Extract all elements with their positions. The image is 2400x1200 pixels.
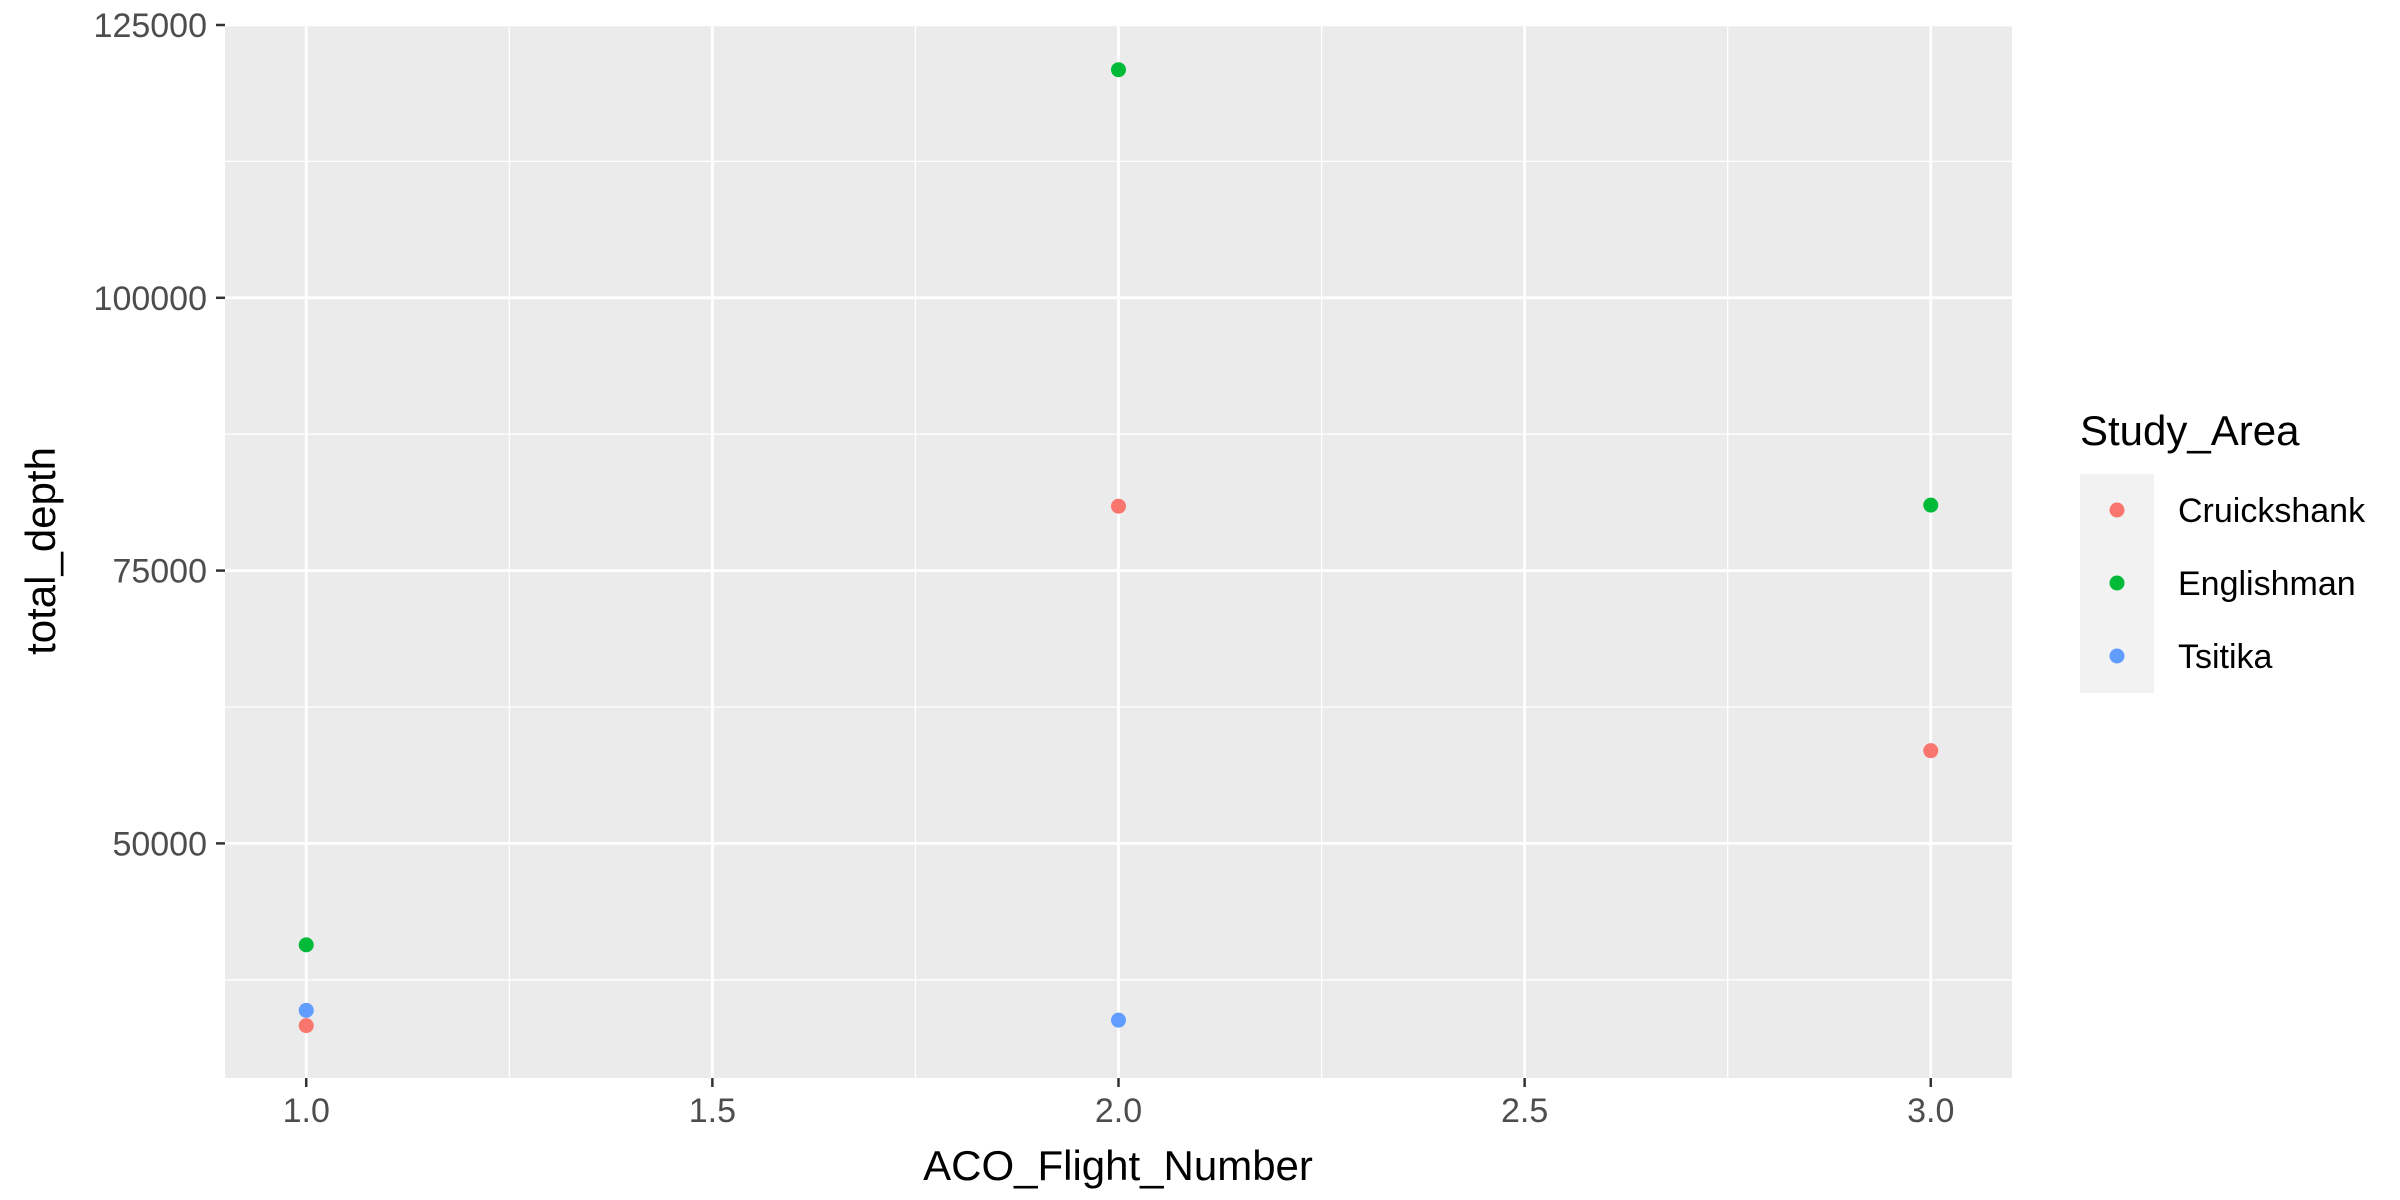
- x-tick-label: 1.0: [283, 1092, 330, 1130]
- y-tick-label: 125000: [94, 7, 207, 45]
- legend: Study_Area Cruickshank Englishman Tsitika: [2080, 407, 2366, 693]
- legend-key-cruickshank: [2109, 502, 2125, 518]
- y-tick-label: 50000: [112, 825, 207, 863]
- y-tick-label: 75000: [112, 553, 207, 591]
- data-point-englishman: [1111, 62, 1126, 78]
- legend-key-tsitika: [2109, 648, 2125, 664]
- data-point-englishman: [298, 937, 314, 953]
- data-point-tsitika: [298, 1002, 314, 1018]
- x-axis-ticks: 1.0 1.5 2.0 2.5 3.0: [283, 1078, 1954, 1130]
- legend-title: Study_Area: [2080, 407, 2300, 454]
- x-tick-label: 1.5: [689, 1092, 736, 1130]
- data-point-cruickshank: [298, 1018, 314, 1034]
- x-tick-label: 3.0: [1907, 1092, 1954, 1130]
- x-tick-label: 2.5: [1501, 1092, 1548, 1130]
- y-axis-ticks: 50000 75000 100000 125000: [94, 7, 225, 863]
- data-point-cruickshank: [1923, 743, 1939, 759]
- data-points: [298, 62, 1939, 1034]
- legend-key-englishman: [2109, 575, 2125, 591]
- y-tick-label: 100000: [94, 280, 207, 318]
- y-axis-title: total_depth: [17, 447, 64, 655]
- data-point-cruickshank: [1111, 498, 1126, 514]
- legend-label-cruickshank: Cruickshank: [2178, 492, 2366, 530]
- data-point-tsitika: [1111, 1012, 1126, 1028]
- major-gridlines: [225, 23, 2012, 1078]
- x-axis-title: ACO_Flight_Number: [923, 1142, 1313, 1189]
- legend-label-englishman: Englishman: [2178, 565, 2356, 603]
- x-tick-label: 2.0: [1095, 1092, 1142, 1130]
- legend-label-tsitika: Tsitika: [2178, 638, 2273, 676]
- legend-entries: Cruickshank Englishman Tsitika: [2109, 492, 2366, 676]
- data-point-englishman: [1923, 497, 1939, 513]
